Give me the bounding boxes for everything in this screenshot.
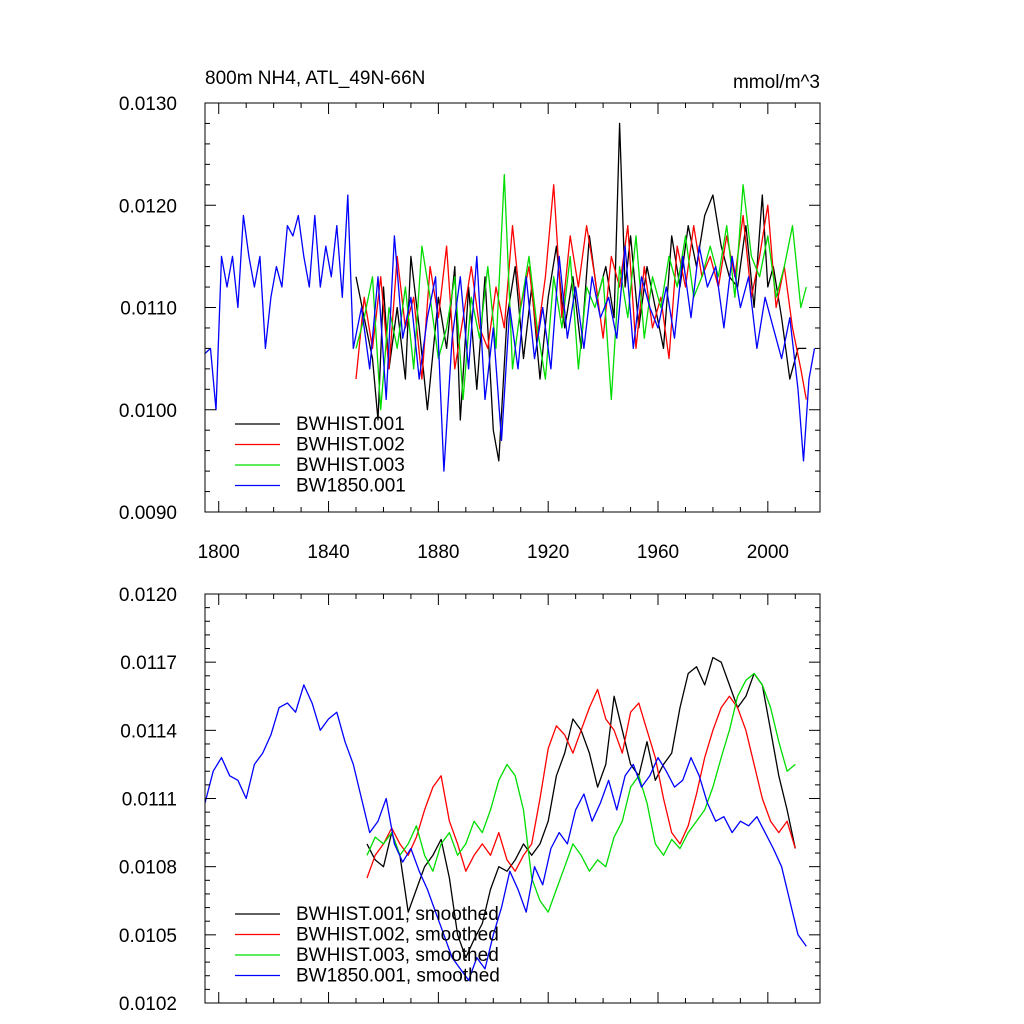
- top-x-tick-labels: 1800 1840 1880 1920 1960 2000: [198, 542, 789, 563]
- bottom-legend-label-2: BWHIST.002, smoothed: [296, 925, 499, 946]
- bottom-axis-ticks: [205, 593, 820, 1004]
- top-x-tick-label-0: 1800: [198, 542, 240, 563]
- bottom-series: [205, 656, 807, 981]
- bottom-legend-label-3: BWHIST.003, smoothed: [296, 945, 499, 966]
- top-series: [205, 122, 816, 472]
- bottom-y-tick-label-3: 0.0111: [122, 790, 177, 811]
- top-x-tick-label-3: 1920: [527, 542, 569, 563]
- bottom-y-tick-label-0: 0.0102: [119, 994, 177, 1015]
- top-series-line-3: [355, 173, 807, 411]
- top-legend-label-2: BWHIST.002: [296, 435, 405, 456]
- top-y-tick-label-0: 0.0090: [119, 503, 177, 524]
- bottom-legend-label-1: BWHIST.001, smoothed: [296, 904, 499, 925]
- bottom-panel: 0.0102 0.0105 0.0108 0.0111 0.0114 0.0117 0.01…: [119, 585, 821, 1015]
- top-y-tick-label-1: 0.0100: [119, 401, 177, 422]
- top-chart-title: 800m NH4, ATL_49N-66N: [205, 68, 425, 89]
- bottom-plot-frame: [204, 593, 821, 1004]
- bottom-legend-label-4: BW1850.001, smoothed: [296, 966, 500, 987]
- top-legend-label-4: BW1850.001: [296, 476, 406, 497]
- top-series-line-4: [205, 194, 816, 472]
- bottom-series-line-4: [205, 684, 807, 981]
- top-legend-label-3: BWHIST.003: [296, 455, 405, 476]
- bottom-y-tick-label-4: 0.0114: [120, 721, 177, 742]
- bottom-y-tick-label-2: 0.0108: [119, 858, 177, 879]
- top-axis-ticks: [205, 102, 820, 513]
- top-y-tick-labels: 0.0090 0.0100 0.0110 0.0120 0.0130: [119, 94, 177, 524]
- top-y-tick-label-3: 0.0120: [119, 196, 177, 217]
- bottom-series-line-3: [366, 672, 796, 913]
- top-x-tick-label-2: 1880: [417, 542, 459, 563]
- bottom-y-tick-label-6: 0.0120: [119, 585, 177, 606]
- top-series-line-2: [355, 184, 807, 400]
- bottom-series-line-2: [366, 688, 796, 879]
- top-chart-units: mmol/m^3: [733, 72, 820, 93]
- bottom-y-tick-label-5: 0.0117: [120, 653, 177, 674]
- top-y-tick-label-2: 0.0110: [120, 299, 177, 320]
- bottom-y-tick-labels: 0.0102 0.0105 0.0108 0.0111 0.0114 0.0117 0.01…: [119, 585, 178, 1015]
- top-x-tick-label-4: 1960: [637, 542, 679, 563]
- top-y-tick-label-4: 0.0130: [119, 94, 177, 115]
- top-x-tick-label-5: 2000: [747, 542, 789, 563]
- top-plot-frame: [204, 102, 821, 513]
- top-x-tick-label-1: 1840: [307, 542, 349, 563]
- bottom-y-tick-label-1: 0.0105: [119, 926, 177, 947]
- top-legend-label-1: BWHIST.001: [296, 414, 405, 435]
